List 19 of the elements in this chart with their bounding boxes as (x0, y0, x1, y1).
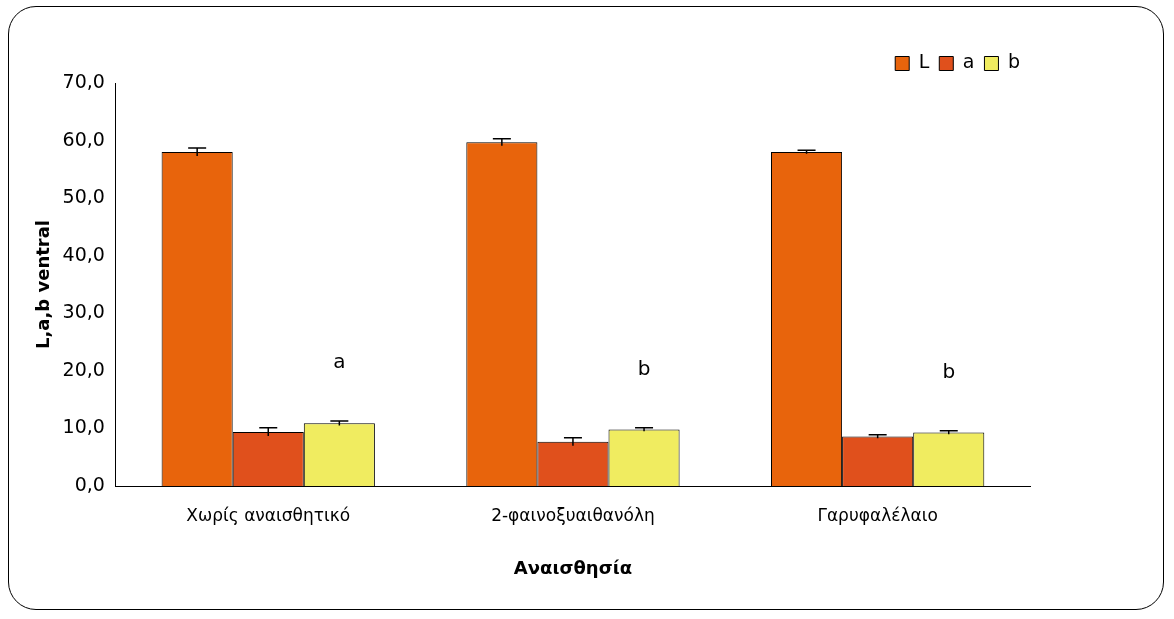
y-tick-label: 40,0 (62, 242, 105, 265)
y-axis-title: L,a,b ventral (32, 220, 54, 349)
annotation: a (333, 349, 346, 374)
x-axis-title: Αναισθησία (513, 556, 633, 578)
legend-label: L (918, 50, 930, 73)
y-tick-label: 70,0 (62, 69, 105, 92)
x-tick-label: Γαρυφαλέλαιο (817, 504, 938, 525)
y-tick-label: 50,0 (62, 185, 105, 208)
y-tick-label: 0,0 (74, 472, 105, 495)
legend-label: b (1007, 50, 1020, 73)
y-tick-label: 30,0 (62, 300, 105, 323)
x-tick-label: Χωρίς αναισθητικό (186, 504, 351, 525)
y-tick-label: 10,0 (62, 415, 105, 438)
legend-label: a (962, 50, 975, 73)
y-tick-label: 60,0 (62, 127, 105, 150)
x-tick-label: 2-φαινοξυαιθανόλη (491, 504, 655, 525)
annotation: b (637, 355, 651, 380)
y-tick-label: 20,0 (62, 357, 105, 380)
annotation: b (942, 358, 956, 383)
